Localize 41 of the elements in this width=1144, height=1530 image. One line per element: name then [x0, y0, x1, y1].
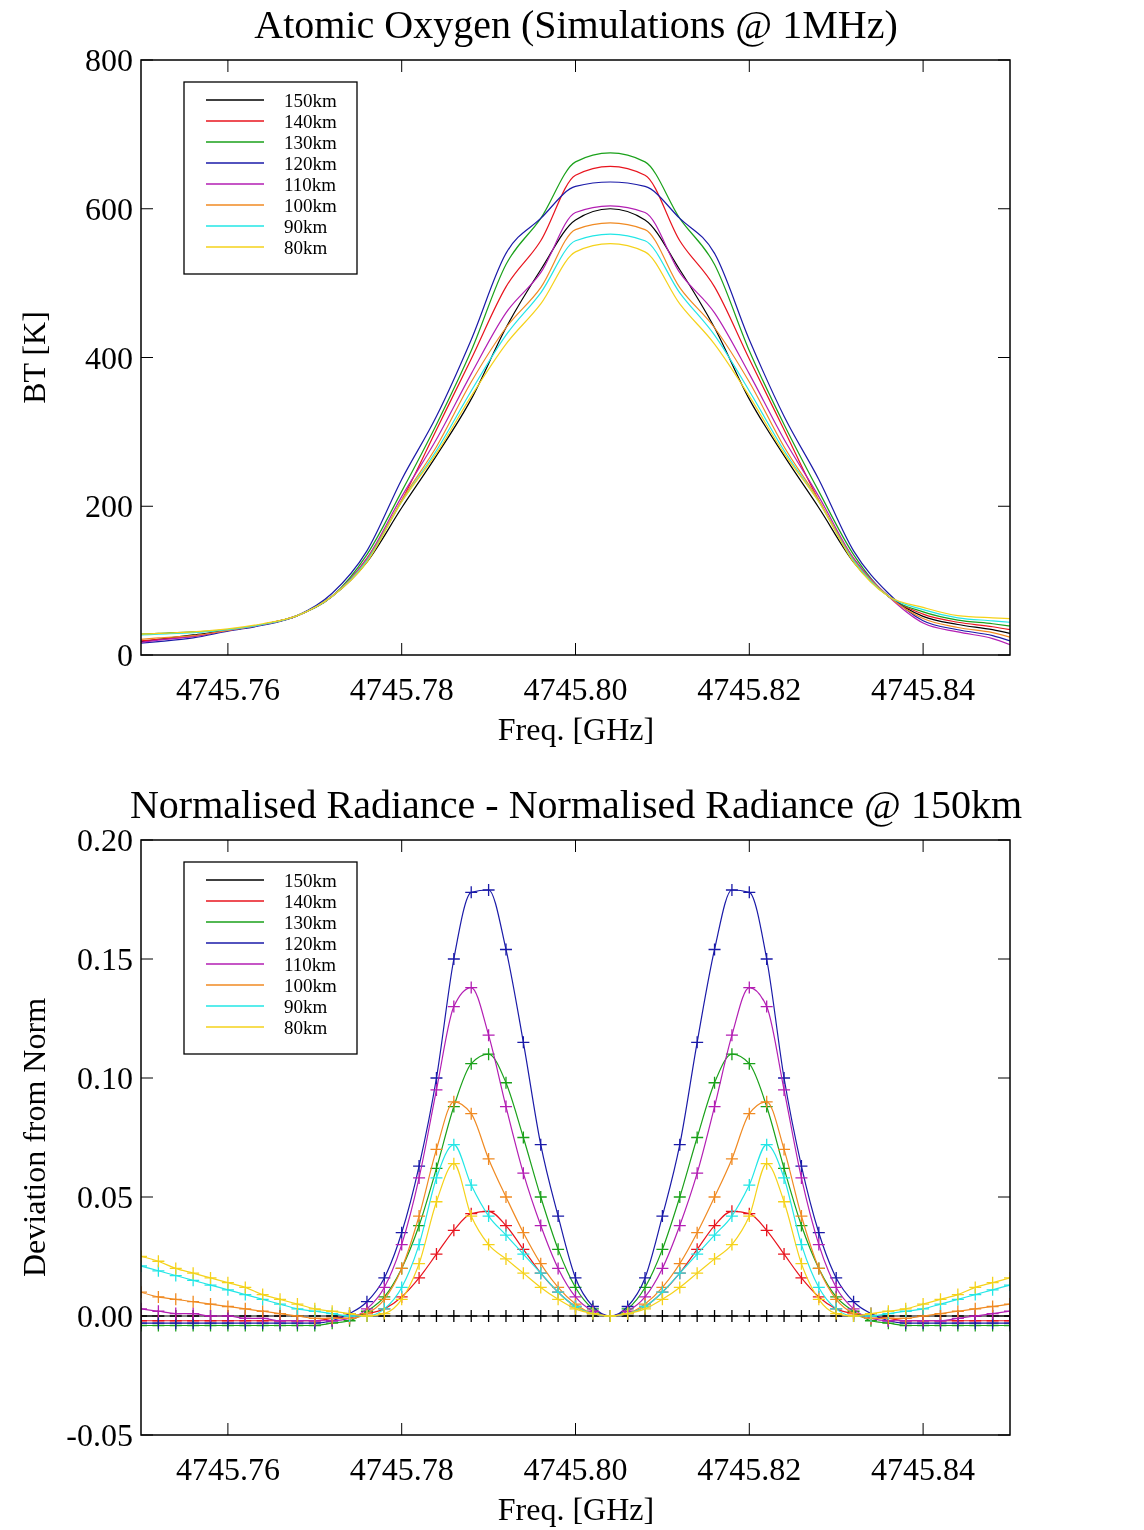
y-tick-label: 0.15 [77, 941, 133, 978]
x-axis-title: Freq. [GHz] [497, 711, 655, 747]
x-tick-label: 4745.78 [349, 1451, 454, 1487]
y-tick-label: -0.05 [66, 1417, 133, 1454]
y-tick-label: 400 [85, 339, 133, 376]
legend-label: 130km [284, 911, 337, 933]
legend-label: 120km [284, 932, 337, 954]
legend-label: 90km [284, 215, 328, 237]
legend-label: 90km [284, 995, 328, 1017]
legend-label: 100km [284, 974, 337, 996]
y-tick-label: 600 [85, 190, 133, 227]
y-axis-title: Deviation from Norm [16, 997, 52, 1278]
x-tick-label: 4745.80 [523, 1451, 628, 1487]
legend-label: 150km [284, 869, 337, 891]
y-axis-title: BT [K] [16, 311, 52, 404]
legend-label: 120km [284, 152, 337, 174]
legend-label: 110km [284, 953, 337, 975]
x-tick-label: 4745.78 [349, 671, 454, 707]
legend-label: 140km [284, 110, 337, 132]
legend-label: 80km [284, 236, 328, 258]
y-tick-label: 0 [117, 637, 133, 674]
y-tick-label: 0.10 [77, 1060, 133, 1097]
x-tick-label: 4745.76 [175, 1451, 280, 1487]
x-tick-label: 4745.76 [175, 671, 280, 707]
y-tick-label: 800 [85, 42, 133, 79]
x-tick-label: 4745.84 [871, 1451, 976, 1487]
legend-label: 100km [284, 194, 337, 216]
chart-title: Atomic Oxygen (Simulations @ 1MHz) [254, 2, 898, 47]
x-axis-title: Freq. [GHz] [497, 1491, 655, 1527]
x-tick-label: 4745.84 [871, 671, 976, 707]
y-tick-label: 0.05 [77, 1179, 133, 1216]
y-tick-label: 200 [85, 488, 133, 525]
y-tick-label: 0.00 [77, 1298, 133, 1335]
legend-label: 110km [284, 173, 337, 195]
x-tick-label: 4745.80 [523, 671, 628, 707]
legend-label: 150km [284, 89, 337, 111]
x-tick-label: 4745.82 [697, 1451, 802, 1487]
legend-label: 80km [284, 1016, 328, 1038]
legend-label: 130km [284, 131, 337, 153]
legend-label: 140km [284, 890, 337, 912]
x-tick-label: 4745.82 [697, 671, 802, 707]
